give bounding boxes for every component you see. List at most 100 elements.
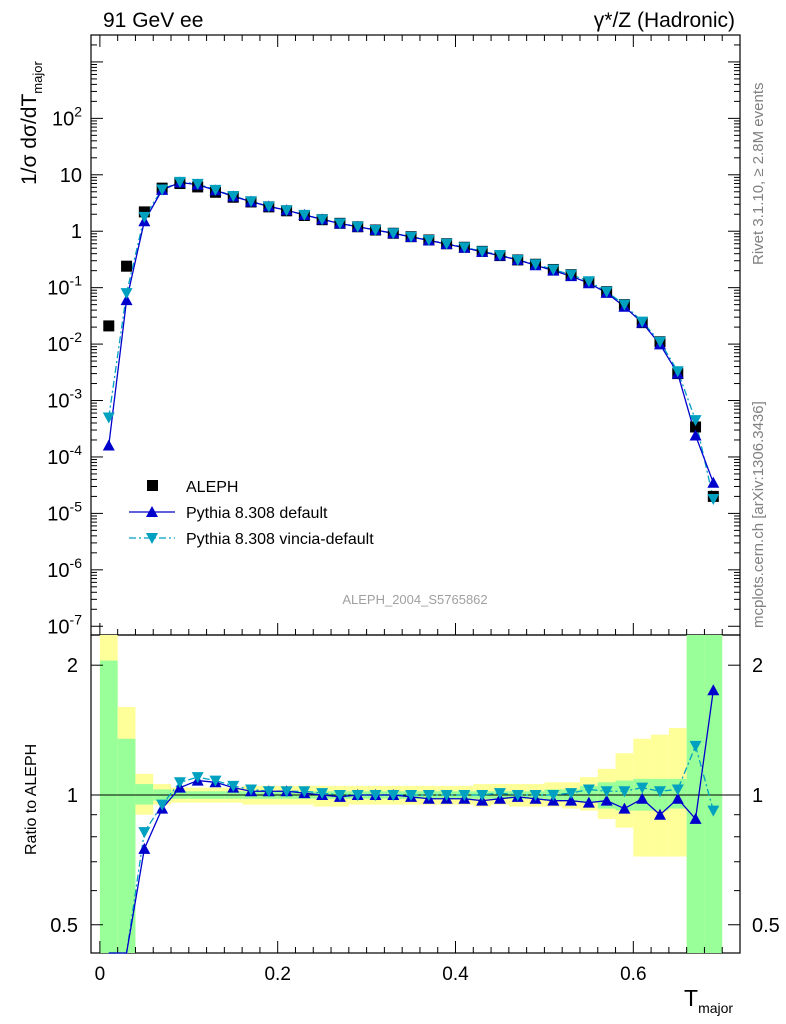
vincia-point <box>156 184 169 196</box>
y-tick-label: 10-3 <box>47 386 82 413</box>
band-inner <box>135 784 154 805</box>
ratio-vincia-point <box>369 789 382 801</box>
ratio-vincia-point <box>156 799 169 811</box>
ratio-vincia-point <box>529 789 542 801</box>
vincia-point <box>689 415 702 427</box>
ratio-y-axis-label: Ratio to ALEPH <box>23 744 40 855</box>
legend-marker-vincia <box>146 533 158 544</box>
ratio-vincia-point <box>618 786 631 798</box>
vincia-point <box>618 299 631 311</box>
ratio-vincia-point <box>440 789 453 801</box>
y-tick-label: 10-6 <box>47 555 82 582</box>
vincia-point <box>565 269 578 281</box>
vincia-point <box>547 264 560 276</box>
ratio-vincia-point <box>476 789 489 801</box>
y-tick-label: 102 <box>52 103 82 130</box>
ratio-line-vincia <box>108 743 714 954</box>
vincia-point <box>227 191 240 203</box>
y-tick-label: 1 <box>71 221 82 243</box>
default-point <box>689 429 702 441</box>
band-inner <box>117 738 136 953</box>
vincia-point <box>351 221 364 233</box>
series-line-default <box>108 181 714 483</box>
ratio-default-point <box>689 812 702 824</box>
ratio-y-tick-label-right: 0.5 <box>752 915 780 937</box>
watermark: ALEPH_2004_S5765862 <box>342 592 487 607</box>
vincia-point <box>440 238 453 250</box>
y-tick-label: 10 <box>60 165 82 187</box>
vincia-point <box>671 366 684 378</box>
ratio-vincia-point <box>387 789 400 801</box>
ratio-vincia-point <box>173 777 186 789</box>
ratio-default-point <box>707 684 720 696</box>
side-label-rivet: Rivet 3.1.10, ≥ 2.8M events <box>750 83 767 266</box>
x-axis-label: Tmajor <box>684 985 733 1016</box>
legend-label-default: Pythia 8.308 default <box>186 505 328 522</box>
main-y-axis-label: 1/σ dσ/dTmajor <box>18 61 45 185</box>
vincia-point <box>191 178 204 190</box>
y-tick-label: 10-4 <box>47 442 82 469</box>
ratio-vincia-point <box>262 786 275 798</box>
y-tick-label: 10-2 <box>47 329 82 356</box>
ratio-vincia-point <box>582 784 595 796</box>
ratio-vincia-point <box>689 740 702 752</box>
legend-marker-default <box>146 506 158 517</box>
vincia-point <box>476 246 489 258</box>
legend-label-vincia: Pythia 8.308 vincia-default <box>186 531 374 548</box>
header-left: 91 GeV ee <box>103 9 203 32</box>
ratio-y-tick-label-right: 1 <box>752 785 763 807</box>
ratio-vincia-point <box>209 775 222 787</box>
x-tick-label: 0 <box>95 964 106 985</box>
aleph-point <box>690 421 702 433</box>
vincia-point <box>653 336 666 348</box>
ratio-y-tick-label: 1 <box>67 785 78 807</box>
vincia-point <box>582 276 595 288</box>
vincia-point <box>600 286 613 298</box>
legend-label-aleph: ALEPH <box>186 479 238 496</box>
axis-ticks: 0 0.2 0.4 0.6 10-7 10-6 10-5 10-4 10-3 10-2 10-1 1 1… <box>47 34 780 985</box>
band-inner <box>704 635 723 953</box>
ratio-vincia-point <box>138 827 151 839</box>
vincia-point <box>511 254 524 266</box>
vincia-point <box>707 493 720 505</box>
side-label-mcplots: mcplots.cern.ch [arXiv:1306.3436] <box>750 401 767 628</box>
ratio-panel-frame <box>90 634 741 954</box>
vincia-point <box>333 218 346 230</box>
ratio-default-point <box>636 792 649 804</box>
ratio-vincia-point <box>511 789 524 801</box>
ratio-vincia-point <box>405 789 418 801</box>
ratio-vincia-point <box>653 786 666 798</box>
default-point <box>102 439 115 451</box>
aleph-point <box>103 320 115 332</box>
vincia-point <box>245 196 258 208</box>
ratio-vincia-point <box>707 805 720 817</box>
ratio-default-point <box>582 796 595 808</box>
ratio-default-point <box>618 802 631 814</box>
ratio-vincia-point <box>422 789 435 801</box>
ratio-vincia-point <box>458 789 471 801</box>
vincia-point <box>138 211 151 223</box>
ratio-vincia-point <box>671 784 684 796</box>
y-tick-label: 10-1 <box>47 273 82 300</box>
legend: ALEPH Pythia 8.308 default Pythia 8.308 … <box>129 479 374 548</box>
ratio-vincia-point <box>493 788 506 800</box>
ratio-vincia-point <box>600 786 613 798</box>
ratio-vincia-point <box>565 788 578 800</box>
ratio-y-tick-label: 2 <box>67 655 78 677</box>
ratio-vincia-point <box>227 780 240 792</box>
ratio-y-tick-label: 0.5 <box>50 915 78 937</box>
vincia-point <box>458 242 471 254</box>
vincia-point <box>387 228 400 240</box>
vincia-point <box>316 214 329 226</box>
ratio-default-point <box>653 808 666 820</box>
ratio-y-tick-label-right: 2 <box>752 655 763 677</box>
ratio-default-point <box>138 842 151 854</box>
y-tick-label: 10-7 <box>47 611 82 638</box>
vincia-point <box>369 225 382 237</box>
vincia-point <box>102 412 115 424</box>
ratio-vincia-point <box>245 784 258 796</box>
header-right: γ*/Z (Hadronic) <box>594 9 735 32</box>
ratio-vincia-point <box>298 786 311 798</box>
vincia-point <box>173 176 186 188</box>
